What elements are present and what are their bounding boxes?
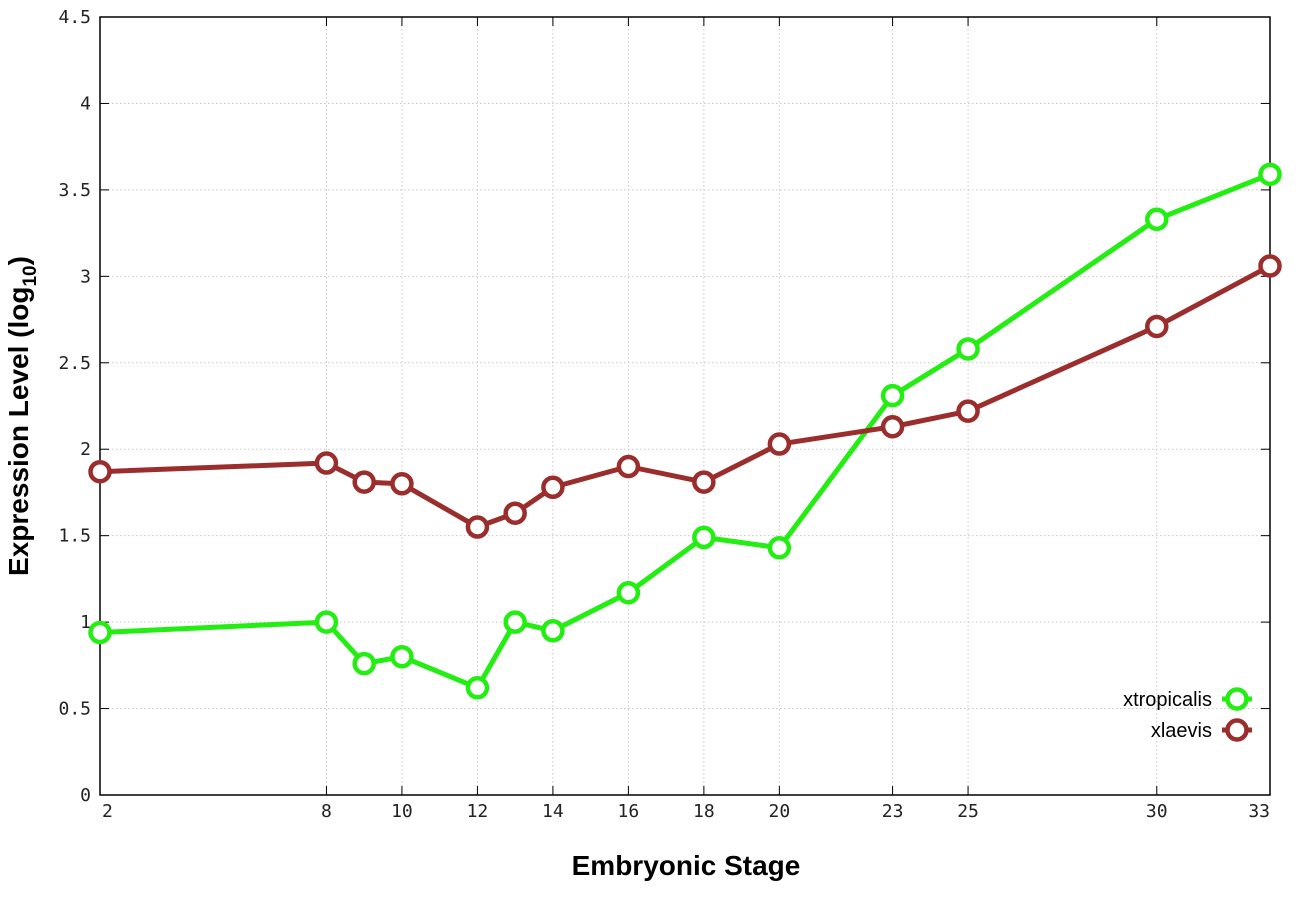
series-xlaevis xyxy=(88,254,1282,539)
data-point xyxy=(465,515,490,539)
x-tick-label: 25 xyxy=(957,801,979,822)
y-tick-label: 2.5 xyxy=(58,353,91,374)
data-point xyxy=(1258,254,1282,278)
y-axis-title-main: Expression Level (log xyxy=(3,287,34,576)
data-point xyxy=(880,383,905,408)
data-point xyxy=(88,620,112,645)
x-tick-label: 8 xyxy=(321,801,332,822)
data-point xyxy=(956,337,980,361)
y-axis-title-subscript: 10 xyxy=(20,265,41,286)
legend-label: xlaevis xyxy=(1151,720,1212,742)
data-point xyxy=(767,536,792,560)
y-tick-label: 4 xyxy=(80,93,91,114)
data-point xyxy=(692,525,716,550)
x-tick-label: 20 xyxy=(769,801,791,822)
tick-labels: 0 0.5 1 1.5 2 2.5 3 3.5 4 4.5 2 8 10 12 14 16 18 20 23 25 30… xyxy=(58,7,1270,822)
data-point xyxy=(1145,207,1169,232)
data-point xyxy=(956,399,980,423)
data-point xyxy=(314,451,339,475)
axis-ticks xyxy=(99,16,1271,796)
y-tick-label: 3.5 xyxy=(58,180,91,201)
x-tick-label: 12 xyxy=(467,801,489,822)
legend-marker xyxy=(1225,718,1249,742)
grid xyxy=(100,17,1270,795)
x-tick-label: 23 xyxy=(882,801,904,822)
data-point xyxy=(390,472,414,496)
legend: xtropicalis xlaevis xyxy=(1123,687,1252,742)
x-tick-label: 18 xyxy=(693,801,715,822)
y-tick-label: 2 xyxy=(80,439,91,460)
data-point xyxy=(503,610,527,634)
series-xtropicalis xyxy=(88,162,1282,700)
x-tick-label: 30 xyxy=(1146,801,1168,822)
x-tick-label: 16 xyxy=(618,801,640,822)
legend-label: xtropicalis xyxy=(1123,689,1212,711)
data-point xyxy=(352,651,376,676)
data-point xyxy=(880,414,905,439)
series xyxy=(88,162,1282,700)
y-axis-title: Expression Level (log10) xyxy=(3,256,41,576)
x-tick-label: 33 xyxy=(1248,801,1270,822)
series-line xyxy=(97,263,1273,530)
data-point xyxy=(465,676,490,700)
data-point xyxy=(616,454,641,479)
data-point xyxy=(616,580,641,605)
y-tick-label: 1.5 xyxy=(58,526,91,547)
y-axis-title-close: ) xyxy=(3,256,34,265)
y-tick-label: 1 xyxy=(80,612,91,633)
data-point xyxy=(767,432,792,456)
data-point xyxy=(503,501,527,525)
x-tick-label: 14 xyxy=(542,801,564,822)
y-tick-label: 3 xyxy=(80,266,91,287)
plot-frame xyxy=(99,16,1271,796)
data-point xyxy=(88,459,112,484)
data-point xyxy=(352,470,376,494)
series-line xyxy=(97,171,1273,691)
data-point xyxy=(692,470,716,494)
data-point xyxy=(541,619,565,643)
y-tick-label: 0 xyxy=(80,785,91,806)
data-point xyxy=(1145,314,1169,339)
y-tick-label: 0.5 xyxy=(58,699,91,720)
x-tick-label: 10 xyxy=(391,801,413,822)
data-point xyxy=(1258,162,1282,187)
legend-marker xyxy=(1225,687,1249,711)
data-point xyxy=(541,475,565,500)
y-tick-label: 4.5 xyxy=(58,7,91,28)
x-axis-title: Embryonic Stage xyxy=(572,850,801,881)
data-point xyxy=(390,644,414,669)
data-point xyxy=(314,610,339,634)
x-tick-label: 2 xyxy=(102,801,113,822)
